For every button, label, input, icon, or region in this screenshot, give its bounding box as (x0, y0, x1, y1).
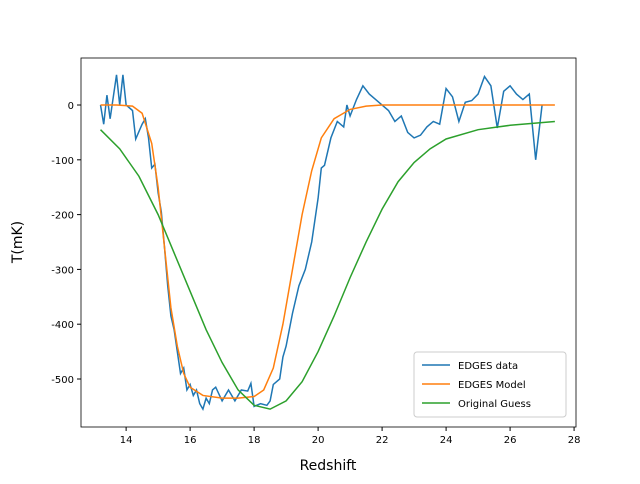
x-axis-label: Redshift (300, 458, 357, 474)
legend-label: EDGES data (458, 361, 518, 372)
x-tick-label: 16 (184, 435, 197, 446)
x-tick-label: 26 (504, 435, 517, 446)
x-tick-label: 22 (376, 435, 389, 446)
legend-label: Original Guess (458, 399, 531, 410)
legend-box (413, 351, 567, 418)
y-tick-label: -500 (51, 375, 74, 386)
legend-label: EDGES Model (458, 380, 526, 391)
series-line (99, 120, 555, 410)
x-tick-label: 24 (440, 435, 453, 446)
plot-frame (80, 57, 577, 428)
x-tick-label: 14 (120, 435, 133, 446)
y-tick-label: -400 (51, 320, 74, 331)
y-tick-label: -100 (51, 156, 74, 167)
y-tick-label: 0 (68, 101, 74, 112)
series-line (99, 74, 543, 412)
x-tick-label: 28 (568, 435, 581, 446)
y-tick-label: -200 (51, 211, 74, 222)
y-tick-label: -300 (51, 265, 74, 276)
x-tick-label: 20 (312, 435, 325, 446)
y-axis-label: T(mK) (10, 221, 26, 264)
x-tick-label: 18 (248, 435, 261, 446)
